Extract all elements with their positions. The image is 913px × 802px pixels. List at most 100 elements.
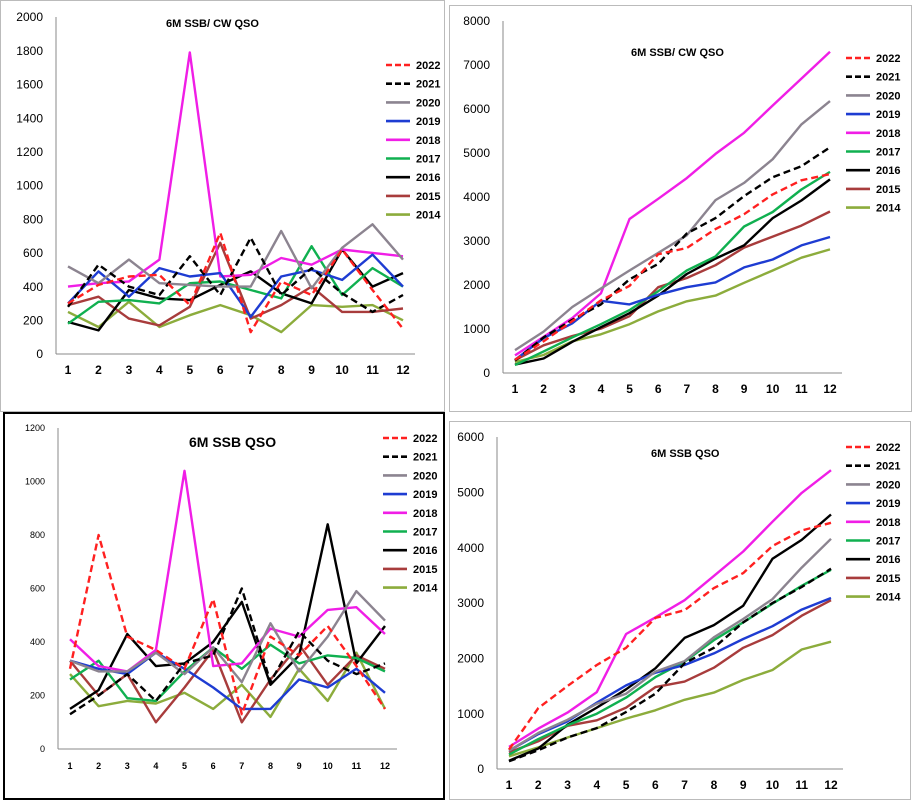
series-line-2019	[67, 253, 404, 319]
chart-3-y-tick-label: 2000	[457, 652, 484, 666]
chart-panel-bottom-left: 0 200 400 600 800 1000 1200 1 2 3 4 5 6 7 8 9 10 11 12 6M S…	[3, 412, 445, 800]
chart-2-y-tick-label: 1200	[25, 423, 45, 433]
legend-label-2017: 2017	[876, 147, 900, 159]
series-line-2022	[508, 521, 832, 751]
series-line-2020	[67, 223, 404, 290]
series-line-2018	[67, 51, 404, 288]
chart-1-x-tick-label: 3	[569, 382, 576, 396]
series-line-2020	[69, 590, 386, 684]
chart-2-y-tick-label: 800	[30, 530, 45, 540]
chart-0-y-tick-label: 800	[23, 212, 43, 226]
chart-0-x-tick-label: 11	[366, 363, 379, 377]
chart-1-x-tick-label: 4	[598, 382, 605, 396]
series-line-2015	[514, 210, 831, 362]
chart-0-y-tick-label: 0	[36, 347, 43, 361]
chart-3-x-tick-label: 9	[740, 778, 747, 792]
legend-label-2016: 2016	[416, 172, 440, 184]
chart-0-x-tick-label: 2	[95, 363, 102, 377]
chart-1-x-tick-label: 11	[795, 382, 808, 396]
chart-2-title: 6M SSB QSO	[189, 434, 276, 450]
chart-1-y-tick-label: 8000	[463, 14, 490, 28]
chart-1-x-tick-label: 6	[655, 382, 662, 396]
chart-2-x-tick-label: 4	[153, 761, 158, 771]
chart-0-title: 6M SSB/ CW QSO	[166, 18, 259, 30]
legend-label-2014: 2014	[876, 592, 901, 604]
chart-3-x-tick-label: 8	[711, 778, 718, 792]
legend-label-2020: 2020	[876, 90, 900, 102]
chart-3-x-tick-label: 5	[623, 778, 630, 792]
chart-0-x-tick-label: 4	[156, 363, 163, 377]
series-line-2014	[67, 300, 404, 334]
chart-0-x-tick-label: 10	[335, 363, 349, 377]
chart-3-x-tick-label: 4	[593, 778, 600, 792]
legend-label-2018: 2018	[413, 508, 437, 520]
chart-0-y-tick-label: 1800	[16, 44, 43, 58]
legend-label-2016: 2016	[413, 545, 437, 557]
chart-2-x-tick-label: 2	[96, 761, 101, 771]
chart-3-y-tick-label: 4000	[457, 541, 484, 555]
legend-label-2018: 2018	[876, 128, 900, 140]
chart-0-x-tick-label: 7	[247, 363, 254, 377]
chart-3-x-tick-label: 12	[824, 778, 838, 792]
chart-3-x-tick-label: 3	[564, 778, 571, 792]
chart-1-y-tick-label: 2000	[463, 278, 490, 292]
series-line-2020	[514, 100, 831, 352]
series-line-2021	[67, 236, 404, 314]
chart-3-y-tick-label: 5000	[457, 486, 484, 500]
legend-label-2018: 2018	[416, 135, 440, 147]
legend-label-2018: 2018	[876, 517, 900, 529]
series-line-2016	[514, 178, 831, 366]
legend-label-2017: 2017	[876, 536, 900, 548]
chart-3-x-tick-label: 1	[506, 778, 513, 792]
legend-label-2015: 2015	[876, 573, 900, 585]
chart-0-x-tick-label: 9	[308, 363, 315, 377]
chart-3-x-tick-label: 6	[652, 778, 659, 792]
chart-3-x-tick-label: 2	[535, 778, 542, 792]
legend-label-2014: 2014	[876, 203, 901, 215]
legend-label-2016: 2016	[876, 554, 900, 566]
chart-0-x-tick-label: 1	[65, 363, 72, 377]
chart-2-x-tick-label: 10	[323, 761, 333, 771]
series-line-2020	[508, 537, 832, 752]
legend-label-2020: 2020	[416, 97, 440, 109]
chart-1-title: 6M SSB/ CW QSO	[631, 47, 724, 59]
chart-0-y-tick-label: 1200	[16, 145, 43, 159]
chart-2-x-tick-label: 12	[380, 761, 390, 771]
chart-1-x-tick-label: 10	[766, 382, 780, 396]
legend-label-2019: 2019	[876, 109, 900, 121]
chart-1-y-tick-label: 6000	[463, 102, 490, 116]
chart-2-x-tick-label: 6	[211, 761, 216, 771]
chart-2-x-tick-label: 11	[352, 761, 362, 771]
series-line-2021	[514, 146, 831, 362]
chart-2-x-tick-label: 8	[268, 761, 273, 771]
series-line-2014	[514, 248, 831, 364]
chart-1-y-tick-label: 5000	[463, 146, 490, 160]
chart-2-x-tick-label: 7	[239, 761, 244, 771]
series-line-2021	[69, 587, 386, 716]
series-line-2014	[508, 640, 832, 758]
series-line-2022	[67, 231, 404, 334]
chart-panel-bottom-right: 0 1000 2000 3000 4000 5000 6000 1 2 3 4 5 6 7 8 9 10 11 12…	[449, 421, 911, 800]
legend-label-2014: 2014	[416, 210, 441, 222]
series-line-2018	[514, 50, 831, 357]
chart-0-y-tick-label: 200	[23, 314, 43, 328]
legend-label-2020: 2020	[413, 470, 437, 482]
legend-label-2019: 2019	[413, 489, 437, 501]
legend-label-2022: 2022	[413, 433, 437, 445]
chart-0-y-tick-label: 1400	[16, 111, 43, 125]
chart-1-y-tick-label: 4000	[463, 190, 490, 204]
legend-label-2016: 2016	[876, 165, 900, 177]
chart-0-x-tick-label: 5	[186, 363, 193, 377]
chart-3-x-tick-label: 11	[795, 778, 808, 792]
series-line-2021	[508, 567, 832, 763]
legend-label-2021: 2021	[876, 72, 900, 84]
series-line-2019	[508, 596, 832, 752]
chart-2-x-tick-label: 1	[67, 761, 72, 771]
chart-0-x-tick-label: 12	[396, 363, 410, 377]
